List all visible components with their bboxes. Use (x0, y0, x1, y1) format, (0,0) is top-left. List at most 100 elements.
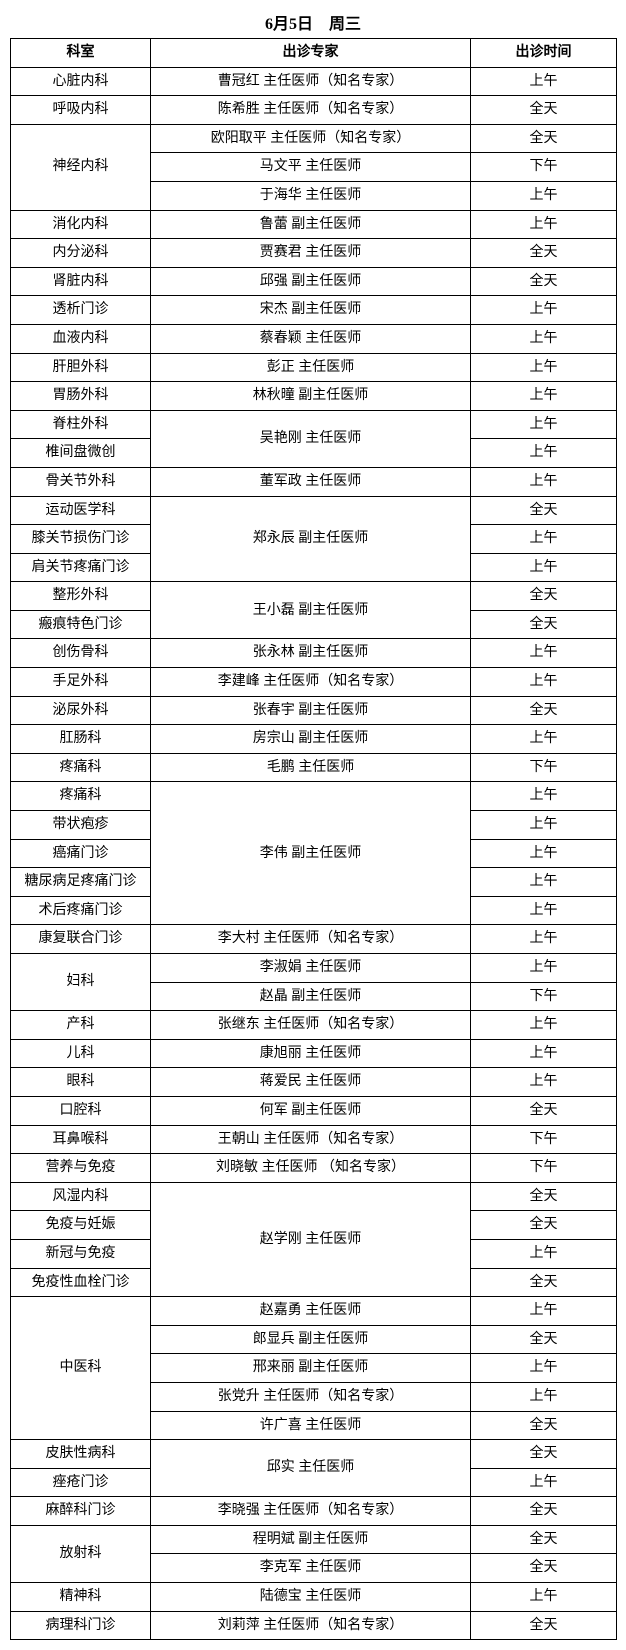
table-row: 儿科康旭丽 主任医师上午 (11, 1039, 617, 1068)
dept-cell: 免疫与妊娠 (11, 1211, 151, 1240)
time-cell: 上午 (471, 210, 617, 239)
dept-cell: 耳鼻喉科 (11, 1125, 151, 1154)
dept-cell: 疼痛科 (11, 782, 151, 811)
table-row: 肾脏内科邱强 副主任医师全天 (11, 267, 617, 296)
expert-cell: 张党升 主任医师（知名专家） (151, 1382, 471, 1411)
expert-cell: 李克军 主任医师 (151, 1554, 471, 1583)
table-row: 运动医学科郑永辰 副主任医师全天 (11, 496, 617, 525)
time-cell: 全天 (471, 1096, 617, 1125)
dept-cell: 骨关节外科 (11, 467, 151, 496)
expert-cell: 邢来丽 副主任医师 (151, 1354, 471, 1383)
expert-cell: 王小磊 副主任医师 (151, 582, 471, 639)
time-cell: 上午 (471, 324, 617, 353)
time-cell: 下午 (471, 1125, 617, 1154)
time-cell: 全天 (471, 96, 617, 125)
time-cell: 上午 (471, 811, 617, 840)
time-cell: 上午 (471, 925, 617, 954)
time-cell: 上午 (471, 839, 617, 868)
table-row: 风湿内科赵学刚 主任医师全天 (11, 1182, 617, 1211)
dept-cell: 眼科 (11, 1068, 151, 1097)
time-cell: 上午 (471, 1239, 617, 1268)
table-row: 口腔科何军 副主任医师全天 (11, 1096, 617, 1125)
dept-cell: 心脏内科 (11, 67, 151, 96)
dept-cell: 呼吸内科 (11, 96, 151, 125)
dept-cell: 肝胆外科 (11, 353, 151, 382)
time-cell: 上午 (471, 467, 617, 496)
expert-cell: 张永林 副主任医师 (151, 639, 471, 668)
time-cell: 全天 (471, 1525, 617, 1554)
time-cell: 下午 (471, 982, 617, 1011)
time-cell: 上午 (471, 1583, 617, 1612)
expert-cell: 程明斌 副主任医师 (151, 1525, 471, 1554)
time-cell: 上午 (471, 668, 617, 697)
time-cell: 下午 (471, 753, 617, 782)
time-cell: 全天 (471, 1611, 617, 1640)
dept-cell: 中医科 (11, 1297, 151, 1440)
time-cell: 全天 (471, 239, 617, 268)
table-row: 放射科程明斌 副主任医师全天 (11, 1525, 617, 1554)
time-cell: 全天 (471, 1497, 617, 1526)
table-row: 心脏内科曹冠红 主任医师（知名专家）上午 (11, 67, 617, 96)
expert-cell: 董军政 主任医师 (151, 467, 471, 496)
time-cell: 上午 (471, 67, 617, 96)
table-row: 中医科赵嘉勇 主任医师上午 (11, 1297, 617, 1326)
expert-cell: 张继东 主任医师（知名专家） (151, 1011, 471, 1040)
expert-cell: 蔡春颖 主任医师 (151, 324, 471, 353)
dept-cell: 整形外科 (11, 582, 151, 611)
dept-cell: 麻醉科门诊 (11, 1497, 151, 1526)
dept-cell: 儿科 (11, 1039, 151, 1068)
header-expert: 出诊专家 (151, 39, 471, 68)
time-cell: 全天 (471, 610, 617, 639)
table-row: 肛肠科房宗山 副主任医师上午 (11, 725, 617, 754)
time-cell: 上午 (471, 525, 617, 554)
expert-cell: 曹冠红 主任医师（知名专家） (151, 67, 471, 96)
expert-cell: 宋杰 副主任医师 (151, 296, 471, 325)
time-cell: 上午 (471, 353, 617, 382)
dept-cell: 产科 (11, 1011, 151, 1040)
dept-cell: 糖尿病足疼痛门诊 (11, 868, 151, 897)
expert-cell: 于海华 主任医师 (151, 181, 471, 210)
expert-cell: 郑永辰 副主任医师 (151, 496, 471, 582)
expert-cell: 吴艳刚 主任医师 (151, 410, 471, 467)
expert-cell: 王朝山 主任医师（知名专家） (151, 1125, 471, 1154)
dept-cell: 营养与免疫 (11, 1154, 151, 1183)
expert-cell: 康旭丽 主任医师 (151, 1039, 471, 1068)
time-cell: 上午 (471, 1039, 617, 1068)
time-cell: 上午 (471, 725, 617, 754)
table-row: 精神科陆德宝 主任医师上午 (11, 1583, 617, 1612)
time-cell: 全天 (471, 1554, 617, 1583)
expert-cell: 蒋爱民 主任医师 (151, 1068, 471, 1097)
time-cell: 上午 (471, 410, 617, 439)
dept-cell: 癌痛门诊 (11, 839, 151, 868)
time-cell: 上午 (471, 1011, 617, 1040)
schedule-title: 6月5日 周三 (10, 10, 616, 34)
dept-cell: 皮肤性病科 (11, 1440, 151, 1469)
expert-cell: 许广喜 主任医师 (151, 1411, 471, 1440)
expert-cell: 何军 副主任医师 (151, 1096, 471, 1125)
expert-cell: 张春宇 副主任医师 (151, 696, 471, 725)
table-row: 整形外科王小磊 副主任医师全天 (11, 582, 617, 611)
table-row: 透析门诊宋杰 副主任医师上午 (11, 296, 617, 325)
time-cell: 全天 (471, 267, 617, 296)
dept-cell: 新冠与免疫 (11, 1239, 151, 1268)
table-row: 肝胆外科彭正 主任医师上午 (11, 353, 617, 382)
table-row: 疼痛科李伟 副主任医师上午 (11, 782, 617, 811)
dept-cell: 术后疼痛门诊 (11, 896, 151, 925)
dept-cell: 病理科门诊 (11, 1611, 151, 1640)
time-cell: 上午 (471, 439, 617, 468)
time-cell: 上午 (471, 181, 617, 210)
dept-cell: 椎间盘微创 (11, 439, 151, 468)
time-cell: 全天 (471, 1411, 617, 1440)
table-row: 呼吸内科陈希胜 主任医师（知名专家）全天 (11, 96, 617, 125)
time-cell: 上午 (471, 1354, 617, 1383)
dept-cell: 运动医学科 (11, 496, 151, 525)
expert-cell: 李淑娟 主任医师 (151, 954, 471, 983)
dept-cell: 带状疱疹 (11, 811, 151, 840)
dept-cell: 透析门诊 (11, 296, 151, 325)
table-row: 产科张继东 主任医师（知名专家）上午 (11, 1011, 617, 1040)
dept-cell: 泌尿外科 (11, 696, 151, 725)
expert-cell: 鲁蕾 副主任医师 (151, 210, 471, 239)
time-cell: 全天 (471, 496, 617, 525)
schedule-table: 科室 出诊专家 出诊时间 心脏内科曹冠红 主任医师（知名专家）上午呼吸内科陈希胜… (10, 38, 617, 1640)
expert-cell: 彭正 主任医师 (151, 353, 471, 382)
